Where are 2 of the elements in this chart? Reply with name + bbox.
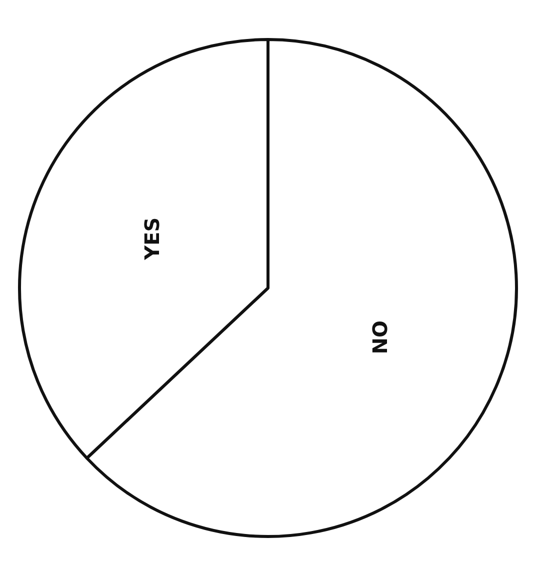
slice-label: NO [368,320,392,354]
slice-label: YES [140,217,164,261]
